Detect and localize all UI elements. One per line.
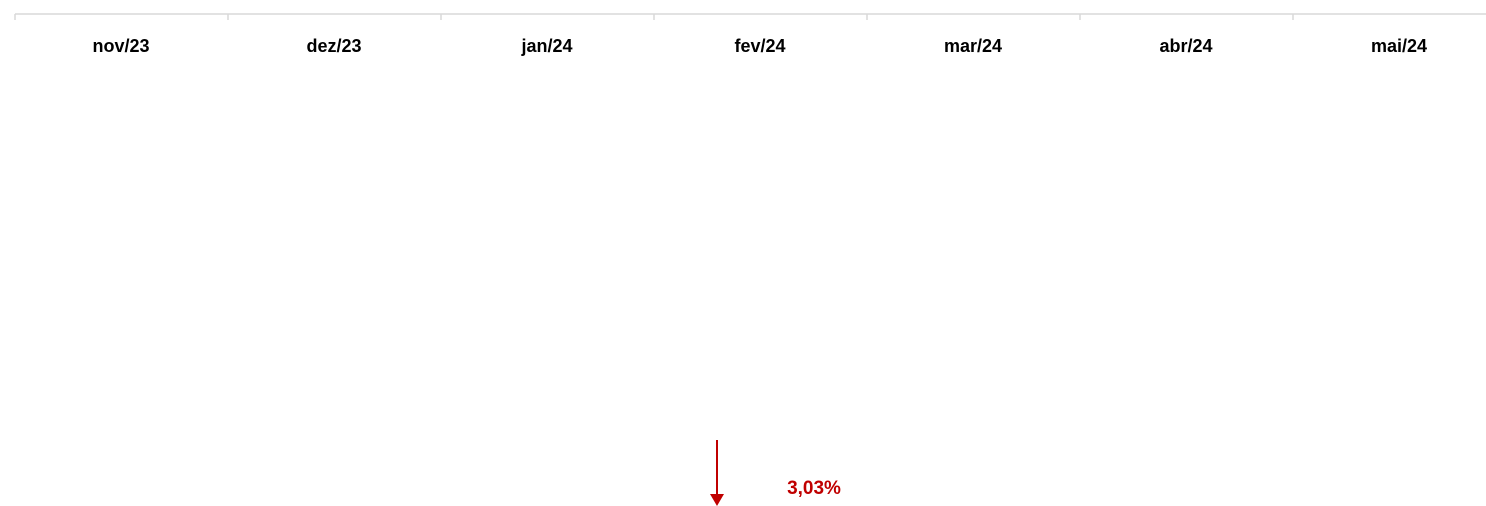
category-tick-label: jan/24 [520, 36, 572, 56]
change-percent-label: 3,03% [787, 478, 841, 499]
category-tick-label: mai/24 [1371, 36, 1427, 56]
category-tick-label: mar/24 [944, 36, 1002, 56]
axis-layer [14, 13, 1486, 20]
category-tick-label: nov/23 [92, 36, 149, 56]
category-tick-label: abr/24 [1159, 36, 1212, 56]
category-tick-label: fev/24 [734, 36, 785, 56]
category-tick-label: dez/23 [306, 36, 361, 56]
arrow-head-icon [710, 494, 724, 506]
change-annotation: 3,03% [710, 440, 841, 506]
label-layer: nov/23-380.687dez/23-401.609jan/24-407.6… [92, 36, 1427, 56]
